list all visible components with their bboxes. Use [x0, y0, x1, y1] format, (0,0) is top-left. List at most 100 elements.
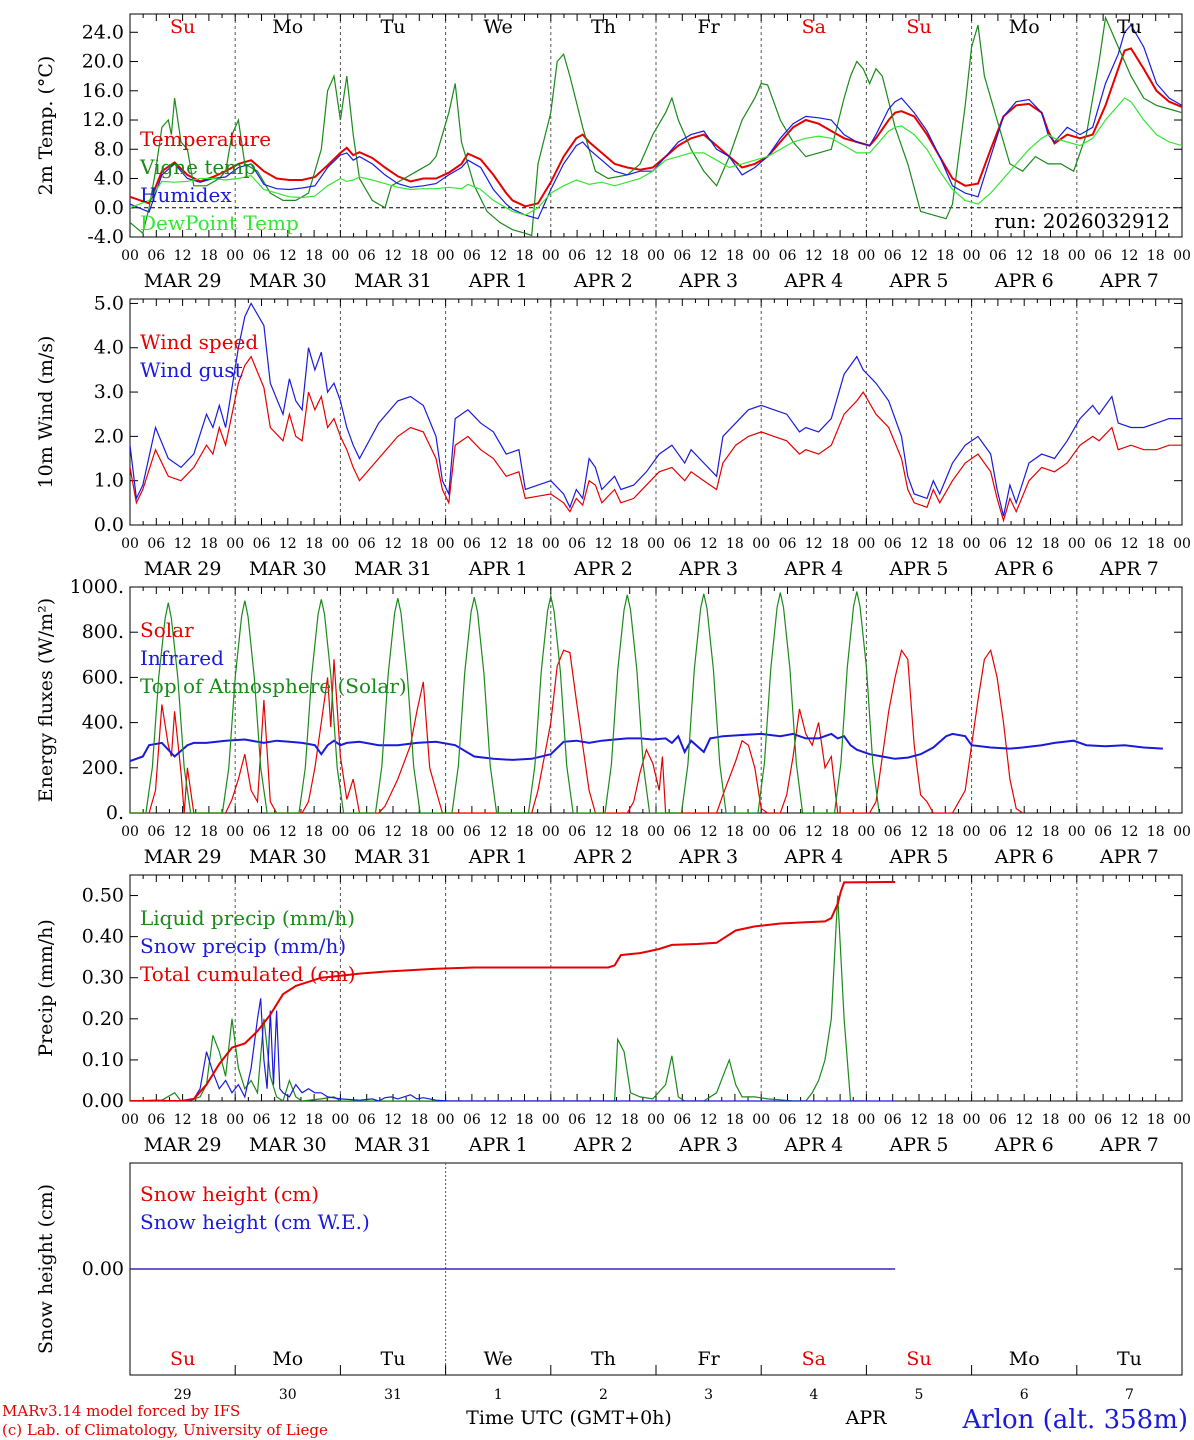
hour-tick-label: 06	[779, 1112, 797, 1128]
y-tick-label: 200.	[82, 757, 124, 779]
weekday-label: Th	[591, 16, 616, 38]
hour-tick-label: 12	[910, 1112, 928, 1128]
date-label: MAR 29	[144, 1134, 222, 1156]
y-tick-label: 0.50	[82, 885, 124, 907]
date-label: APR 5	[889, 1134, 949, 1156]
y-tick-label: 600.	[82, 666, 124, 688]
date-label: APR 1	[468, 558, 528, 580]
hour-tick-label: 00	[1068, 248, 1086, 264]
date-label: APR 7	[1099, 1134, 1159, 1156]
date-label: APR 6	[994, 846, 1054, 868]
weekday-label: Sa	[802, 1348, 826, 1370]
hour-tick-label: 06	[147, 1112, 165, 1128]
y-tick-label: 800.	[82, 621, 124, 643]
weekday-label: Tu	[1117, 16, 1142, 38]
hour-tick-label: 12	[594, 824, 612, 840]
hour-tick-label: 18	[831, 536, 849, 552]
hour-tick-label: 12	[279, 1112, 297, 1128]
date-label: APR 4	[783, 558, 843, 580]
date-label: APR 6	[994, 1134, 1054, 1156]
hour-tick-label: 18	[516, 536, 534, 552]
hour-tick-label: 18	[516, 248, 534, 264]
run-label: run: 2026032912	[994, 209, 1170, 233]
hour-tick-label: 00	[121, 824, 139, 840]
date-label: MAR 29	[144, 558, 222, 580]
hour-tick-label: 12	[174, 1112, 192, 1128]
date-label: APR 2	[573, 1134, 633, 1156]
hour-tick-label: 12	[384, 1112, 402, 1128]
y-tick-label: 4.0	[94, 337, 124, 359]
weekday-label: Mo	[1009, 1348, 1040, 1370]
hour-tick-label: 12	[384, 248, 402, 264]
hour-tick-label: 18	[1042, 824, 1060, 840]
hour-tick-label: 00	[437, 1112, 455, 1128]
date-label: APR 4	[783, 1134, 843, 1156]
y-tick-label: 12.0	[82, 109, 124, 131]
hour-tick-label: 12	[1015, 536, 1033, 552]
legend-entry: DewPoint Temp	[140, 211, 299, 235]
date-label: APR 7	[1099, 558, 1159, 580]
date-label: MAR 31	[354, 558, 432, 580]
y-tick-label: 4.0	[94, 168, 124, 190]
weekday-label: Th	[591, 1348, 616, 1370]
date-label: MAR 30	[249, 846, 327, 868]
hour-tick-label: 18	[200, 248, 218, 264]
date-label: MAR 31	[354, 846, 432, 868]
day-number-label: 2	[599, 1387, 608, 1403]
hour-tick-label: 18	[1147, 248, 1165, 264]
hour-tick-label: 00	[963, 248, 981, 264]
date-label: APR 5	[889, 270, 949, 292]
hour-tick-label: 18	[621, 824, 639, 840]
hour-tick-label: 18	[621, 248, 639, 264]
hour-tick-label: 06	[253, 824, 271, 840]
hour-tick-label: 12	[174, 536, 192, 552]
hour-tick-label: 18	[1042, 536, 1060, 552]
hour-tick-label: 06	[673, 1112, 691, 1128]
hour-tick-label: 06	[673, 824, 691, 840]
date-label: APR 3	[678, 270, 738, 292]
hour-tick-label: 06	[253, 536, 271, 552]
date-label: APR 3	[678, 558, 738, 580]
hour-tick-label: 12	[1120, 248, 1138, 264]
hour-tick-label: 18	[305, 248, 323, 264]
legend-entry: Total cumulated (cm)	[140, 962, 356, 986]
day-number-label: 3	[704, 1387, 713, 1403]
date-label: APR 1	[468, 846, 528, 868]
weekday-label: Mo	[272, 1348, 303, 1370]
hour-tick-label: 12	[279, 824, 297, 840]
panel-2: 10m Wind (m/s)	[35, 298, 1183, 526]
hour-tick-label: 00	[121, 536, 139, 552]
hour-tick-label: 12	[700, 536, 718, 552]
legend-entry: Snow height (cm W.E.)	[140, 1210, 370, 1234]
hour-tick-label: 06	[989, 536, 1007, 552]
hour-tick-label: 12	[1015, 1112, 1033, 1128]
date-label: MAR 29	[144, 270, 222, 292]
hour-tick-label: 18	[621, 536, 639, 552]
hour-tick-label: 18	[936, 248, 954, 264]
weekday-label: Su	[906, 16, 931, 38]
hour-tick-label: 18	[410, 536, 428, 552]
date-label: APR 2	[573, 558, 633, 580]
hour-tick-label: 06	[568, 1112, 586, 1128]
weekday-label: We	[484, 1348, 513, 1370]
weekday-label: Sa	[802, 16, 826, 38]
hour-tick-label: 00	[542, 248, 560, 264]
y-tick-label: 0.00	[82, 1258, 124, 1280]
hour-tick-label: 00	[1173, 536, 1191, 552]
hour-tick-label: 00	[437, 824, 455, 840]
y-tick-label: 0.0	[94, 514, 124, 536]
hour-tick-label: 12	[279, 248, 297, 264]
hour-tick-label: 18	[1147, 824, 1165, 840]
hour-tick-label: 00	[1173, 824, 1191, 840]
hour-tick-label: 12	[700, 248, 718, 264]
panel-3: Energy fluxes (W/m²)	[35, 586, 1183, 814]
hour-tick-label: 12	[910, 536, 928, 552]
hour-tick-label: 06	[779, 824, 797, 840]
hour-tick-label: 00	[542, 1112, 560, 1128]
hour-tick-label: 06	[779, 536, 797, 552]
date-label: APR 6	[994, 558, 1054, 580]
series-line-snow-precip-mm-h-	[130, 998, 896, 1101]
hour-tick-label: 00	[226, 536, 244, 552]
date-label: MAR 30	[249, 270, 327, 292]
hour-tick-label: 00	[542, 536, 560, 552]
